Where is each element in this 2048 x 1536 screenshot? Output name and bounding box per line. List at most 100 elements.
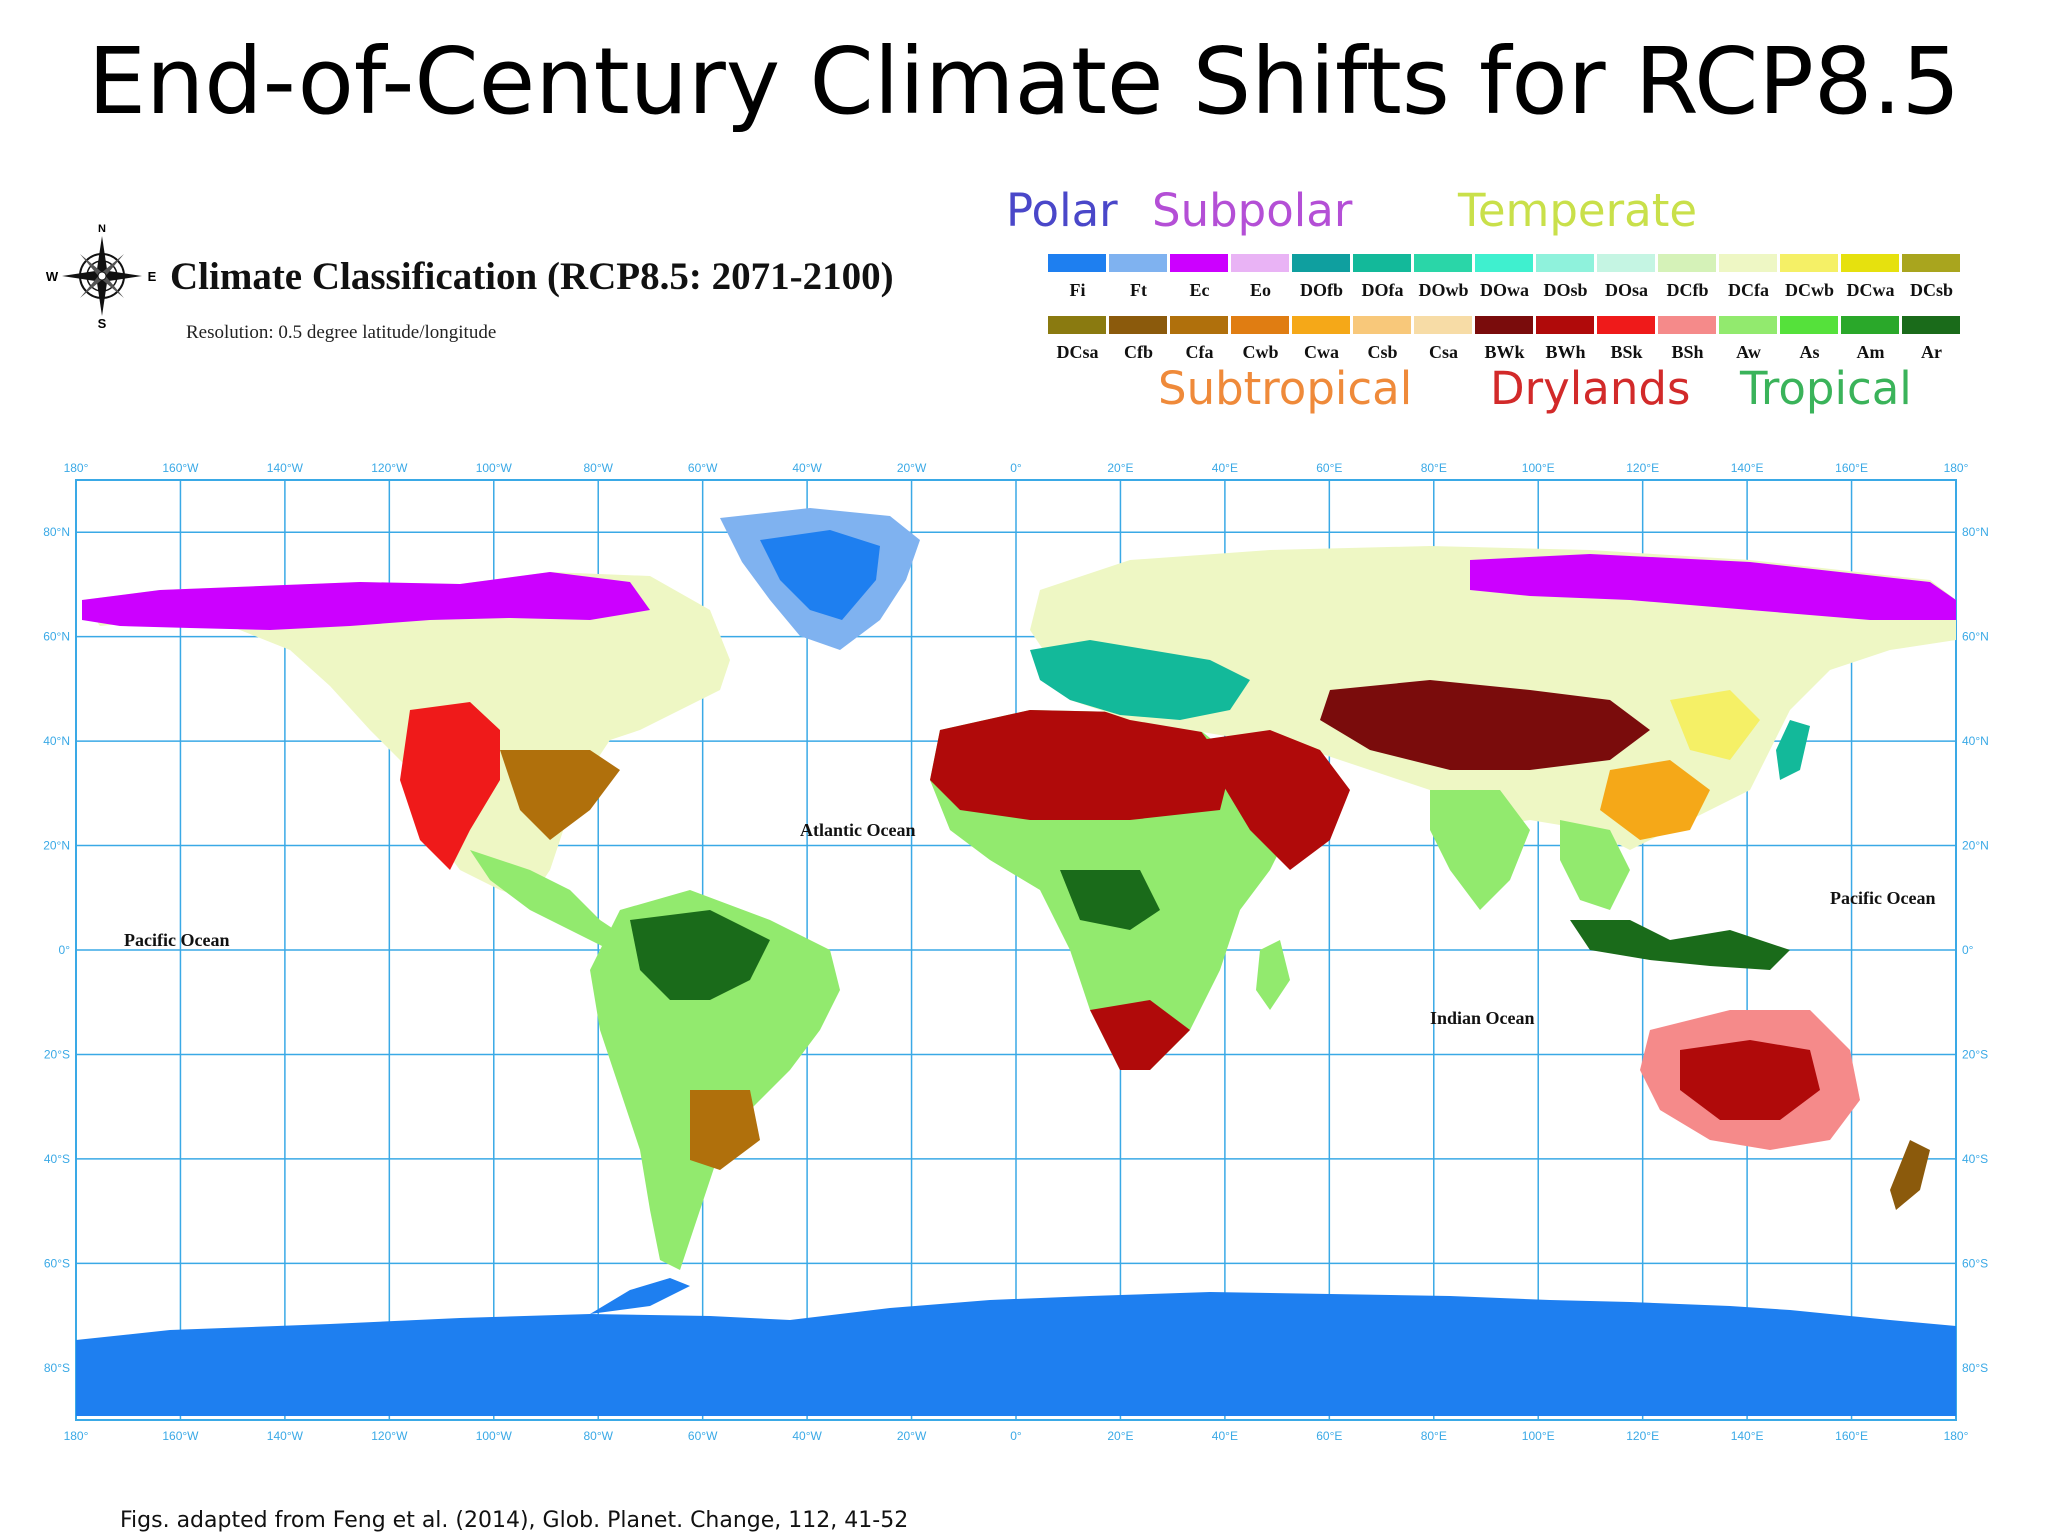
legend-swatch [1597, 254, 1656, 272]
legend-swatch [1780, 254, 1839, 272]
world-climate-map: Atlantic Ocean Indian Ocean Pacific Ocea… [43, 461, 1989, 1440]
legend-group-drylands: Drylands [1490, 362, 1691, 415]
lon-tick-label-bottom: 160°W [162, 1429, 199, 1440]
legend-code: Cfb [1123, 342, 1153, 362]
compass-south: S [98, 316, 107, 330]
legend-item-csa: Csa [1414, 316, 1473, 363]
lon-tick-label-top: 60°W [688, 461, 718, 475]
lon-tick-label-top: 160°W [162, 461, 199, 475]
lon-tick-label-bottom: 180° [1944, 1429, 1969, 1440]
legend-item-ft: Ft [1109, 254, 1168, 301]
lat-tick-label-left: 20°N [43, 839, 70, 853]
legend-swatch [1170, 316, 1229, 334]
legend-code: As [1799, 342, 1820, 362]
legend-item-am: Am [1841, 316, 1900, 363]
legend-code: BSk [1610, 342, 1643, 362]
siberia-subpolar [1470, 554, 1956, 620]
central-america [470, 850, 630, 950]
legend-code: Csa [1428, 342, 1458, 362]
legend-code: Fi [1069, 280, 1086, 300]
map-resolution: Resolution: 0.5 degree latitude/longitud… [186, 322, 497, 343]
lon-tick-label-bottom: 60°W [688, 1429, 718, 1440]
lon-tick-label-bottom: 120°E [1626, 1429, 1659, 1440]
antarctica [76, 1292, 1956, 1416]
amazon-rainforest [630, 910, 770, 1000]
congo-rainforest [1060, 870, 1160, 930]
legend-item-cwa: Cwa [1292, 316, 1351, 363]
legend-code: BWh [1545, 342, 1586, 362]
lat-tick-label-right: 60°N [1962, 630, 1989, 644]
lat-tick-label-right: 40°N [1962, 734, 1989, 748]
europe [1030, 640, 1250, 720]
northeast-asia [1670, 690, 1760, 760]
legend-swatch [1170, 254, 1229, 272]
lon-tick-label-top: 140°W [267, 461, 304, 475]
legend-item-csb: Csb [1353, 316, 1412, 363]
lon-tick-label-bottom: 160°E [1835, 1429, 1868, 1440]
lon-tick-label-bottom: 140°E [1731, 1429, 1764, 1440]
lat-tick-label-left: 40°N [43, 734, 70, 748]
map-heading: Climate Classification (RCP8.5: 2071-210… [170, 255, 894, 298]
legend-swatch [1414, 254, 1473, 272]
india [1430, 790, 1530, 910]
legend-code: DOfa [1361, 280, 1404, 300]
legend-group-tropical: Tropical [1740, 362, 1912, 415]
legend-swatch [1475, 316, 1534, 334]
lon-tick-label-top: 180° [1944, 461, 1969, 475]
lon-tick-label-bottom: 40°W [792, 1429, 822, 1440]
lon-tick-label-top: 180° [64, 461, 89, 475]
ocean-label-pacific-west: Pacific Ocean [124, 930, 229, 950]
slide-title: End-of-Century Climate Shifts for RCP8.5 [87, 28, 1961, 135]
legend-item-dosb: DOsb [1536, 254, 1595, 301]
antarctic-peninsula [590, 1278, 690, 1314]
legend-item-dcsb: DCsb [1902, 254, 1961, 301]
middle-east [1200, 730, 1350, 870]
legend-swatch [1414, 316, 1473, 334]
lon-tick-label-bottom: 100°W [476, 1429, 513, 1440]
legend-item-bsk: BSk [1597, 316, 1656, 363]
legend-code: DOwa [1480, 280, 1529, 300]
legend-swatch [1292, 254, 1351, 272]
legend-code: DCsb [1909, 280, 1953, 300]
lon-tick-label-bottom: 180° [64, 1429, 89, 1440]
lon-tick-label-top: 120°E [1626, 461, 1659, 475]
legend-swatch [1658, 316, 1717, 334]
legend-swatch [1719, 316, 1778, 334]
lon-tick-label-bottom: 80°W [583, 1429, 613, 1440]
legend-code: DOfb [1299, 280, 1343, 300]
legend-swatch [1719, 254, 1778, 272]
north-america-arctic [82, 572, 650, 630]
legend-code: Ft [1130, 280, 1147, 300]
legend-item-ar: Ar [1902, 316, 1961, 363]
lon-tick-label-bottom: 120°W [371, 1429, 408, 1440]
central-asia-desert [1320, 680, 1650, 770]
ocean-label-atlantic: Atlantic Ocean [800, 820, 915, 840]
legend-code: DCwa [1846, 280, 1895, 300]
legend-swatch [1475, 254, 1534, 272]
legend-code: DOwb [1418, 280, 1469, 300]
legend-code: Csb [1367, 342, 1398, 362]
source-citation: Figs. adapted from Feng et al. (2014), G… [120, 1508, 909, 1533]
legend-swatch [1841, 316, 1900, 334]
legend-swatch [1536, 254, 1595, 272]
lat-tick-label-right: 0° [1962, 943, 1974, 957]
legend-item-cfb: Cfb [1109, 316, 1168, 363]
lon-tick-label-top: 0° [1010, 461, 1022, 475]
legend-item-cwb: Cwb [1231, 316, 1290, 363]
legend-group-temperate: Temperate [1458, 184, 1698, 237]
lat-tick-label-left: 60°N [43, 630, 70, 644]
legend-item-aw: Aw [1719, 316, 1778, 363]
lon-tick-label-bottom: 140°W [267, 1429, 304, 1440]
legend-code: Aw [1736, 342, 1761, 362]
legend-swatch [1597, 316, 1656, 334]
legend-item-bsh: BSh [1658, 316, 1717, 363]
legend-item-dcsa: DCsa [1048, 316, 1107, 363]
legend-item-bwk: BWk [1475, 316, 1534, 363]
compass-west: W [46, 269, 59, 284]
land-masses [76, 508, 1956, 1416]
lat-tick-label-right: 60°S [1962, 1256, 1988, 1270]
legend-code: Ec [1189, 280, 1210, 300]
legend-swatch [1231, 316, 1290, 334]
madagascar [1256, 940, 1290, 1010]
japan [1776, 720, 1810, 780]
